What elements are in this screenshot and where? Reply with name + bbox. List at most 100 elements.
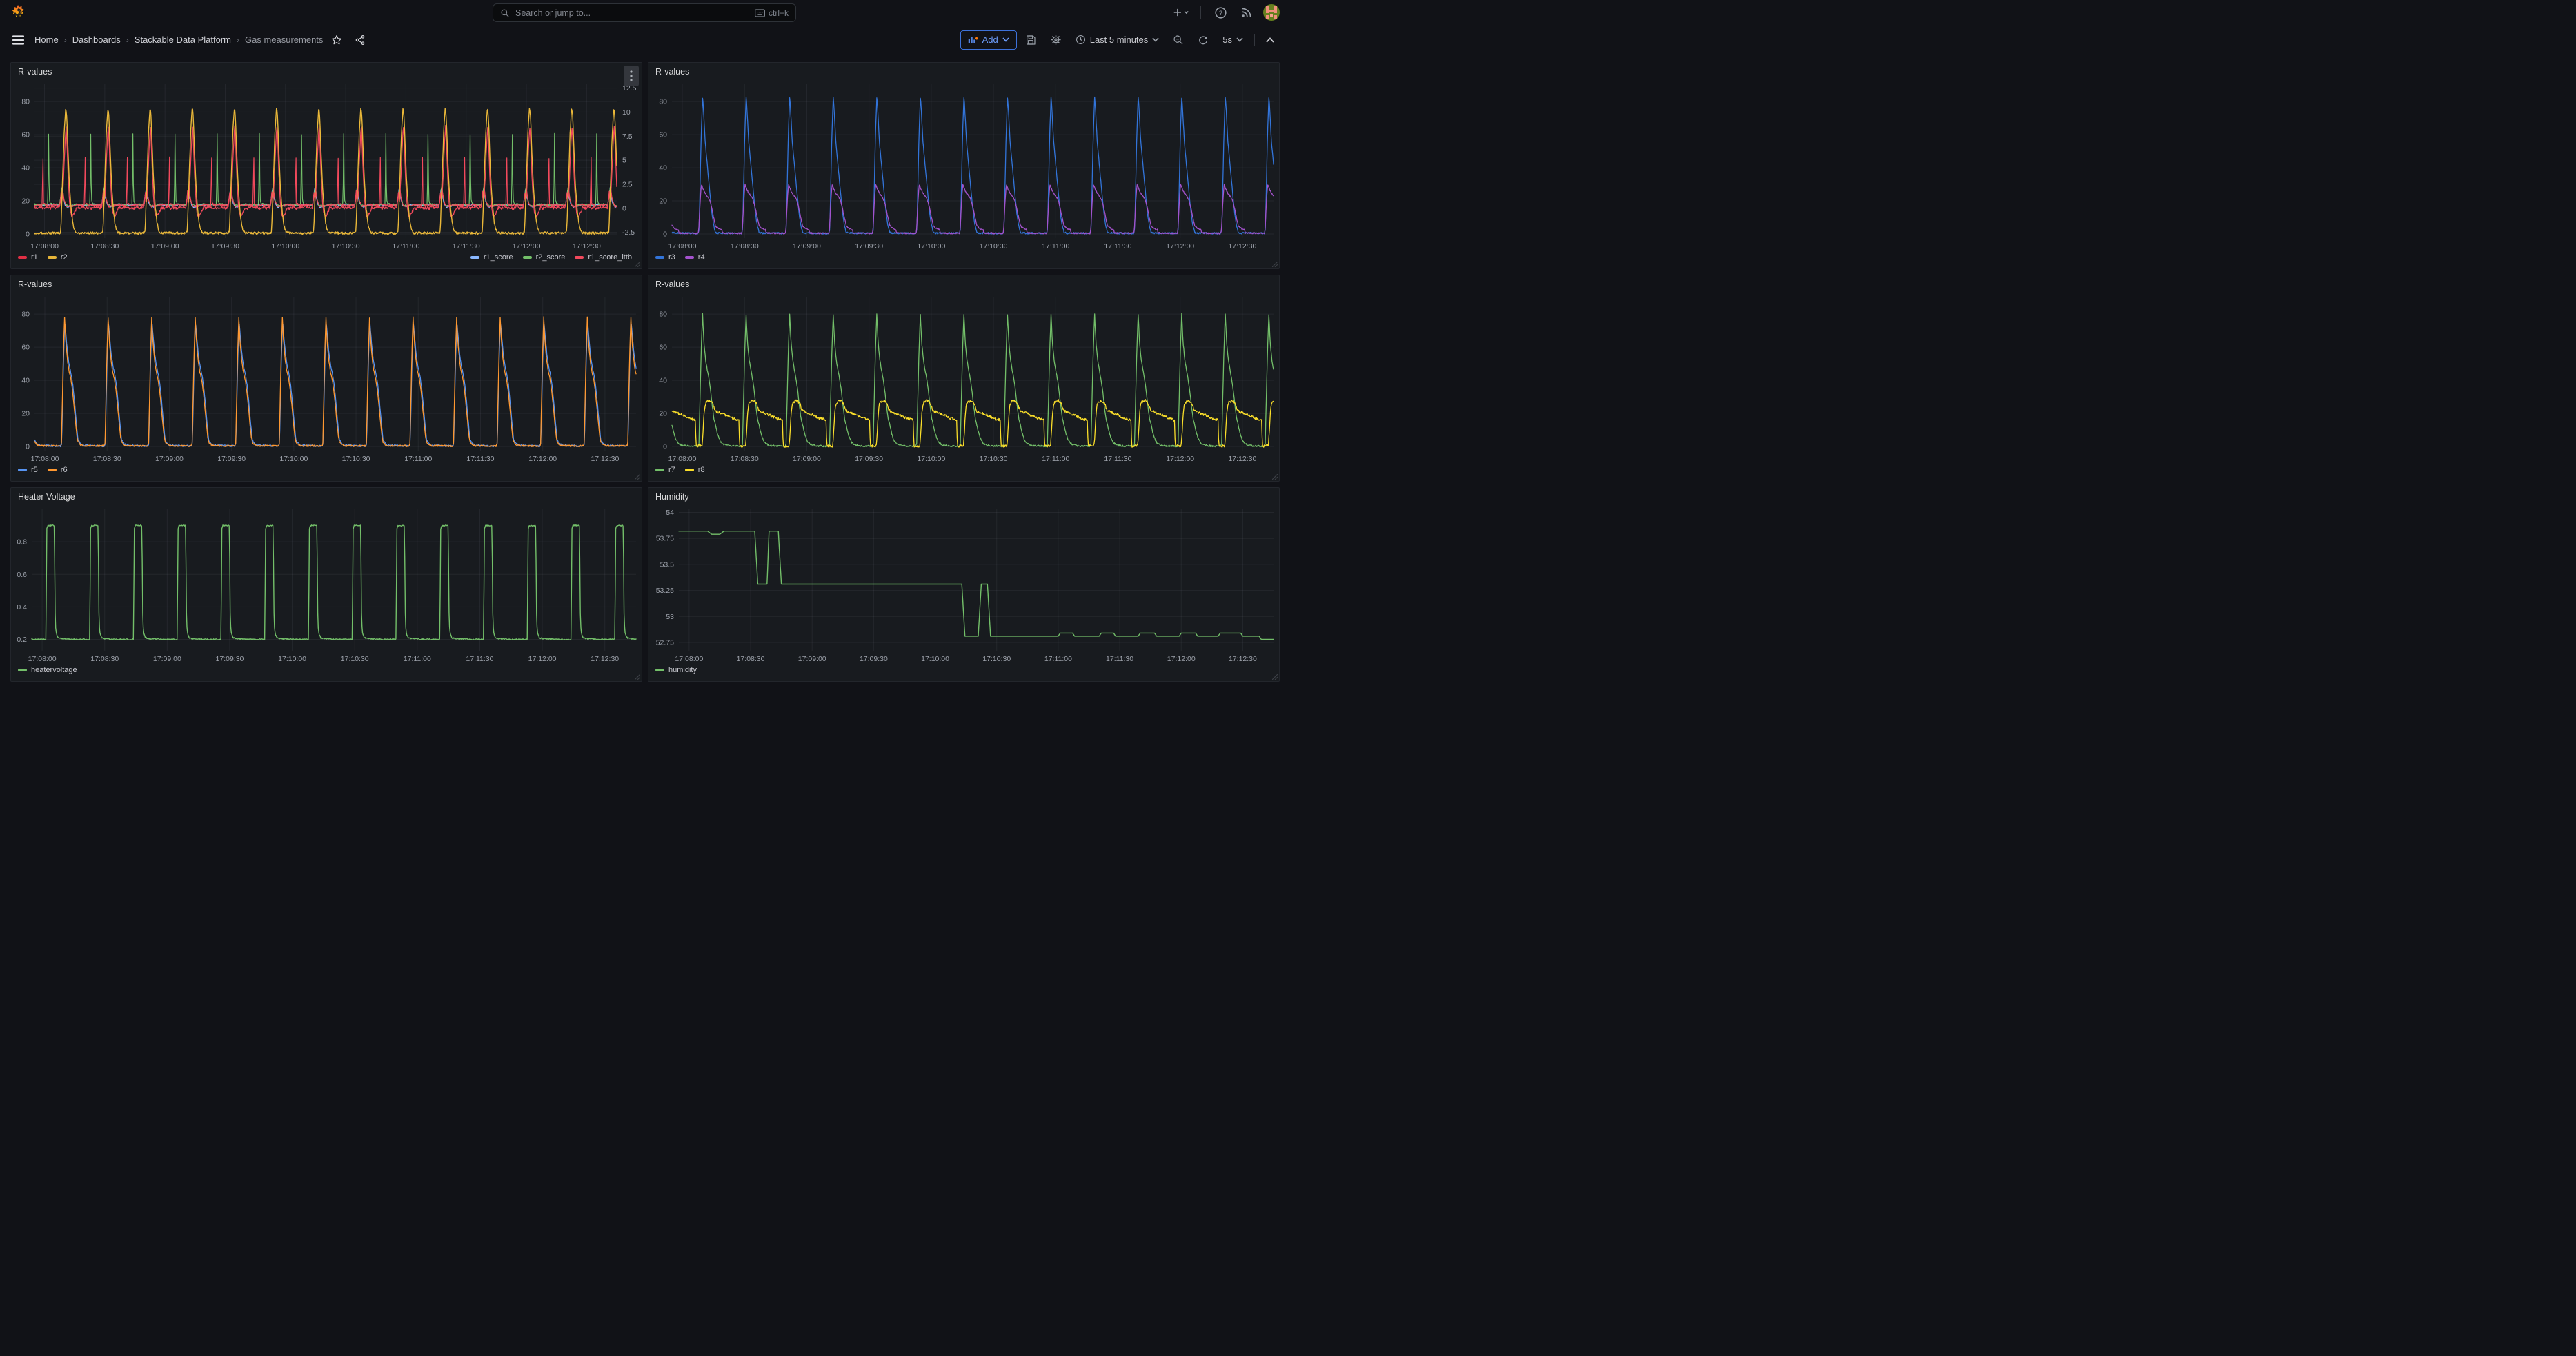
keyboard-icon (754, 8, 765, 17)
mega-menu-toggle[interactable] (8, 30, 28, 50)
zoom-out-button[interactable] (1167, 30, 1189, 50)
svg-text:17:08:30: 17:08:30 (90, 242, 119, 250)
star-icon (332, 35, 342, 44)
svg-text:80: 80 (659, 98, 667, 106)
share-icon (356, 35, 365, 45)
legend-swatch (655, 255, 664, 259)
add-button[interactable]: Add (960, 30, 1017, 50)
svg-text:40: 40 (659, 377, 667, 385)
avatar[interactable] (1263, 4, 1280, 21)
legend-item-r1_score[interactable]: r1_score (470, 253, 513, 262)
svg-text:17:08:00: 17:08:00 (30, 242, 59, 250)
collapse-toolbar-button[interactable] (1260, 30, 1280, 50)
dashboard-settings-button[interactable] (1044, 30, 1067, 50)
panel-title[interactable]: R-values (18, 67, 52, 77)
chevron-right-icon: › (63, 35, 67, 45)
svg-text:17:11:30: 17:11:30 (466, 655, 493, 663)
legend-item-r1[interactable]: r1 (18, 253, 38, 262)
breadcrumb-folder[interactable]: Stackable Data Platform (134, 35, 231, 45)
svg-text:17:08:00: 17:08:00 (668, 455, 697, 463)
svg-text:80: 80 (659, 311, 667, 319)
panel-title[interactable]: R-values (655, 279, 690, 289)
search-placeholder: Search or jump to... (515, 8, 591, 18)
legend-item-r8[interactable]: r8 (684, 466, 705, 474)
share-button[interactable] (350, 30, 370, 50)
chart-area: 0 20 40 60 80 17:08:00 17:08:30 17:09:00 17:09:3… (648, 293, 1279, 464)
refresh-button[interactable] (1192, 30, 1214, 50)
legend-swatch (18, 255, 27, 259)
panel-resize-handle[interactable] (635, 674, 640, 680)
panel-legend: r7 r8 (648, 464, 1279, 481)
chart-svg[interactable]: 0 20 40 60 80 17:08:00 17:08:30 17:09:00 17:09:3… (11, 293, 642, 464)
svg-text:53.75: 53.75 (656, 535, 674, 543)
legend-item-heatervoltage[interactable]: heatervoltage (18, 666, 77, 674)
panel-menu-button[interactable] (624, 66, 639, 86)
legend-item-r7[interactable]: r7 (655, 466, 675, 474)
hamburger-icon (12, 35, 24, 45)
svg-text:20: 20 (659, 197, 667, 206)
svg-text:10: 10 (622, 108, 631, 117)
legend-label: r8 (697, 466, 705, 474)
panel-title[interactable]: R-values (655, 67, 690, 77)
divider (1254, 33, 1255, 46)
chart-svg[interactable]: 0 20 40 60 80 17:08:00 17:08:30 17:09:00 17:09:3… (648, 293, 1279, 464)
panel-legend: r3 r4 (648, 252, 1279, 268)
help-button[interactable]: ? (1211, 3, 1230, 22)
legend-label: r7 (668, 466, 675, 474)
panel-heater-voltage-5: Heater Voltage 0.2 0.4 0.6 0.8 17:08:00 17:08… (10, 487, 642, 682)
chart-svg[interactable]: 52.75 53 53.25 53.5 53.75 54 17:08:00 17:08:30 1… (648, 506, 1279, 665)
breadcrumb-home[interactable]: Home (34, 35, 59, 45)
svg-text:17:08:30: 17:08:30 (90, 655, 119, 663)
divider (1200, 6, 1201, 19)
legend-item-r4[interactable]: r4 (684, 253, 705, 262)
svg-text:5: 5 (622, 157, 626, 165)
chart-svg[interactable]: 0.2 0.4 0.6 0.8 17:08:00 17:08:30 17:09:00 17:0… (11, 506, 642, 665)
search-input[interactable]: Search or jump to... ctrl+k (493, 3, 796, 22)
svg-text:17:10:00: 17:10:00 (279, 455, 308, 463)
panel-r-values-4: R-values 0 20 40 60 80 17:08:00 17:08:30 17:09:… (648, 275, 1280, 482)
svg-text:17:12:30: 17:12:30 (1229, 655, 1257, 663)
panel-resize-handle[interactable] (1272, 262, 1278, 267)
legend-item-r6[interactable]: r6 (47, 466, 68, 474)
svg-text:17:09:30: 17:09:30 (855, 455, 883, 463)
favorite-button[interactable] (327, 30, 346, 50)
new-menu-button[interactable] (1171, 3, 1191, 22)
news-button[interactable] (1237, 3, 1256, 22)
svg-text:17:08:30: 17:08:30 (731, 242, 759, 250)
legend-item-r5[interactable]: r5 (18, 466, 38, 474)
chevron-right-icon: › (126, 35, 129, 45)
panel-resize-handle[interactable] (635, 262, 640, 267)
svg-text:17:09:30: 17:09:30 (860, 655, 888, 663)
svg-text:17:10:30: 17:10:30 (980, 455, 1008, 463)
dashboard-grid: R-values 0 20 40 60 80 12.5 10 7.5 5 2.5 0 -2.5 17:0… (0, 55, 1288, 682)
svg-text:17:10:00: 17:10:00 (271, 242, 299, 250)
refresh-icon (1199, 35, 1208, 44)
breadcrumb-dashboards[interactable]: Dashboards (72, 35, 121, 45)
panel-resize-handle[interactable] (1272, 674, 1278, 680)
panel-legend: r1 r2 r1_score r2_score r1_score_lttb (11, 252, 642, 268)
svg-text:20: 20 (21, 197, 30, 206)
svg-text:17:09:30: 17:09:30 (855, 242, 883, 250)
legend-item-r2_score[interactable]: r2_score (522, 253, 565, 262)
panel-title[interactable]: R-values (18, 279, 52, 289)
legend-item-humidity[interactable]: humidity (655, 666, 697, 674)
panel-title[interactable]: Heater Voltage (18, 492, 75, 502)
panel-humidity-6: Humidity 52.75 53 53.25 53.5 53.75 54 17:08:00… (648, 487, 1280, 682)
legend-item-r1_score_lttb[interactable]: r1_score_lttb (575, 253, 632, 262)
chart-svg[interactable]: 0 20 40 60 80 17:08:00 17:08:30 17:09:00 17:09:3… (648, 81, 1279, 252)
rss-icon (1242, 8, 1251, 17)
legend-item-r2[interactable]: r2 (47, 253, 68, 262)
panel-title[interactable]: Humidity (655, 492, 689, 502)
svg-text:20: 20 (21, 410, 30, 418)
grafana-logo[interactable] (10, 4, 26, 21)
refresh-interval-picker[interactable]: 5s (1217, 30, 1249, 50)
time-range-picker[interactable]: Last 5 minutes (1070, 30, 1165, 50)
save-dashboard-button[interactable] (1020, 30, 1042, 50)
svg-text:17:11:00: 17:11:00 (1042, 455, 1069, 463)
panel-resize-handle[interactable] (635, 474, 640, 480)
panel-resize-handle[interactable] (1272, 474, 1278, 480)
legend-item-r3[interactable]: r3 (655, 253, 675, 262)
time-range-label: Last 5 minutes (1089, 35, 1149, 45)
chart-svg[interactable]: 0 20 40 60 80 12.5 10 7.5 5 2.5 0 -2.5 17:08:00 17:08… (11, 81, 642, 252)
svg-text:0.6: 0.6 (17, 571, 27, 579)
